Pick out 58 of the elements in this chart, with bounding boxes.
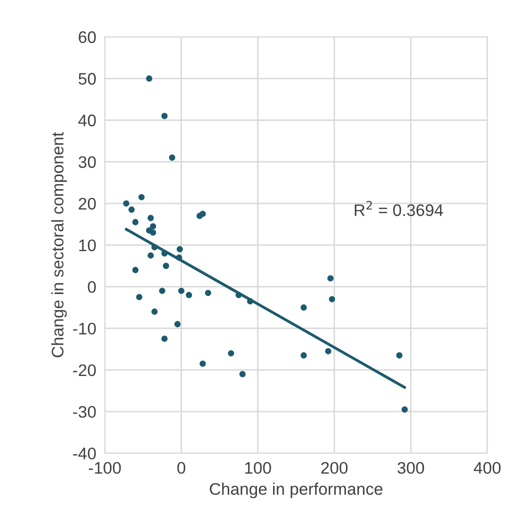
point <box>161 112 168 120</box>
y-tick-label: 50 <box>78 72 96 85</box>
point <box>328 296 336 302</box>
point <box>176 246 183 252</box>
point <box>148 214 154 222</box>
x-tick-label: 400 <box>474 462 501 474</box>
point <box>247 298 254 304</box>
point <box>128 206 135 213</box>
point <box>396 352 402 358</box>
point <box>132 219 139 226</box>
y-tick-label: -10 <box>73 322 96 335</box>
y-tick-label: -20 <box>73 364 96 376</box>
y-tick-label: 10 <box>79 239 96 252</box>
point <box>178 288 184 294</box>
point <box>176 254 182 261</box>
x-tick-label: 200 <box>321 462 348 474</box>
x-tick-label: 100 <box>245 462 272 474</box>
y-tick-label: 0 <box>88 281 96 293</box>
point <box>174 321 181 328</box>
point <box>300 352 307 358</box>
x-tick-label: -100 <box>88 462 121 474</box>
point <box>402 406 408 413</box>
point <box>138 194 145 200</box>
x-tick-label: 300 <box>398 462 424 474</box>
point <box>327 275 334 282</box>
point <box>161 336 168 342</box>
point <box>146 227 152 234</box>
point <box>148 252 154 259</box>
point <box>239 371 246 378</box>
y-tick-label: -40 <box>73 448 96 460</box>
point <box>162 262 170 269</box>
point <box>150 223 156 230</box>
point <box>151 244 158 250</box>
y-axis-title: Change in sectoral component <box>51 132 67 358</box>
y-tick-label: 30 <box>78 156 96 168</box>
x-axis-title: Change in performance <box>210 482 382 498</box>
point <box>200 360 206 367</box>
point <box>136 294 142 300</box>
point <box>325 348 332 354</box>
annotation: R$^{2}$ = 0.3694 <box>354 200 443 216</box>
point <box>132 266 139 274</box>
point <box>151 308 158 315</box>
y-tick-label: 40 <box>78 114 96 126</box>
point <box>159 288 166 294</box>
point <box>146 75 152 82</box>
point <box>228 350 234 356</box>
point <box>300 304 307 311</box>
point <box>123 200 130 207</box>
y-tick-label: -30 <box>73 406 96 418</box>
x-tick-label: 0 <box>177 462 186 474</box>
point <box>204 290 212 296</box>
point <box>169 154 176 161</box>
y-tick-label: 60 <box>78 31 96 44</box>
point <box>236 292 242 298</box>
y-tick-label: 20 <box>78 198 96 210</box>
point <box>200 210 206 217</box>
point <box>161 250 168 256</box>
point <box>186 292 192 298</box>
